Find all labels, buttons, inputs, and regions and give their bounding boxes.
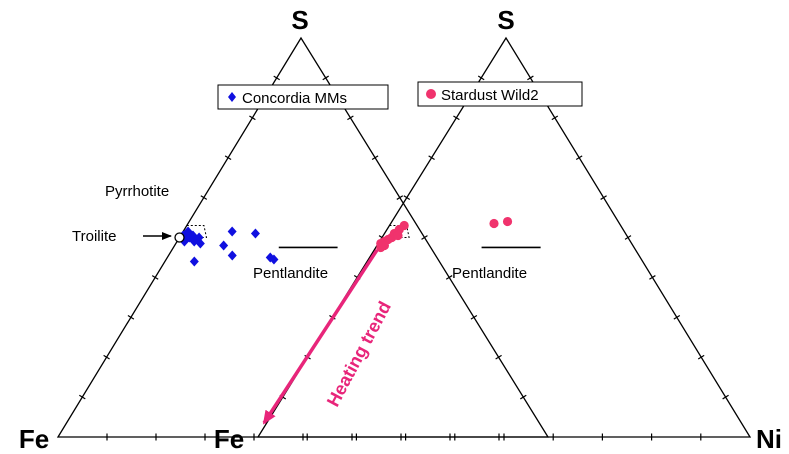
tick-right-edge-1 — [495, 354, 502, 360]
legend-diamond-marker — [228, 92, 236, 102]
points-layer — [174, 216, 513, 267]
pyrrhotite-field-1 — [179, 225, 208, 238]
tick-right-edge-2 — [551, 115, 559, 121]
data-point-stardust — [393, 230, 403, 241]
pentlandite-label-right: Pentlandite — [452, 265, 527, 282]
tick-right-edge-1 — [322, 75, 329, 81]
left-vertex-fe-label: Fe — [19, 424, 49, 454]
tick-right-edge-2 — [624, 235, 632, 240]
right-vertex-fe-label: Fe — [214, 424, 244, 454]
legend-stardust: Stardust Wild2 — [417, 81, 583, 107]
troilite-point — [174, 232, 185, 243]
right-vertex-ni-label: Ni — [756, 424, 782, 454]
tick-left-edge-1 — [273, 75, 281, 81]
tick-left-edge-2 — [453, 115, 460, 121]
tick-right-edge-1 — [470, 314, 478, 320]
tick-left-edge-2 — [428, 155, 435, 161]
tick-right-edge-2 — [600, 195, 607, 200]
data-point-concordia — [269, 254, 279, 265]
data-point-stardust — [502, 216, 513, 227]
data-point-concordia — [250, 228, 260, 239]
triangle-layer — [56, 36, 752, 441]
tick-right-edge-2 — [575, 155, 583, 161]
data-point-concordia — [227, 250, 237, 261]
tick-right-edge-1 — [445, 275, 453, 280]
tick-left-edge-1 — [200, 195, 208, 200]
legend-concordia: Concordia MMs — [217, 84, 389, 110]
tick-right-edge-1 — [396, 195, 404, 200]
tick-right-edge-2 — [722, 394, 729, 400]
data-point-concordia — [227, 226, 237, 237]
data-point-concordia — [219, 240, 229, 251]
tick-right-edge-2 — [649, 275, 656, 280]
tick-left-edge-1 — [103, 354, 110, 360]
tick-left-edge-1 — [127, 314, 135, 320]
data-point-concordia — [189, 256, 199, 267]
legend-concordia-label: Concordia MMs — [242, 90, 347, 107]
left-vertex-s-label: S — [291, 5, 308, 35]
tick-right-edge-2 — [673, 314, 681, 320]
legend-stardust-label: Stardust Wild2 — [441, 87, 539, 104]
tick-right-edge-1 — [371, 155, 379, 161]
tick-left-edge-1 — [78, 394, 86, 400]
heating-trend-arrow — [262, 249, 379, 425]
tick-right-edge-2 — [527, 75, 534, 81]
tick-left-edge-1 — [249, 115, 256, 121]
tick-right-edge-1 — [421, 235, 428, 240]
tick-right-edge-2 — [697, 354, 705, 360]
tick-left-edge-2 — [403, 195, 411, 200]
pyrrhotite-label: Pyrrhotite — [105, 183, 169, 200]
data-point-concordia — [195, 238, 205, 249]
legend-circle-marker — [426, 89, 436, 99]
data-point-stardust — [376, 242, 386, 253]
tick-left-edge-1 — [224, 155, 232, 161]
right-vertex-s-label: S — [497, 5, 514, 35]
tick-left-edge-2 — [477, 75, 485, 81]
tick-left-edge-1 — [151, 275, 159, 280]
tick-right-edge-1 — [347, 115, 354, 121]
data-point-stardust — [489, 218, 499, 229]
troilite-label: Troilite — [72, 228, 116, 245]
tick-right-edge-1 — [520, 394, 527, 400]
pentlandite-label-left: Pentlandite — [253, 265, 328, 282]
